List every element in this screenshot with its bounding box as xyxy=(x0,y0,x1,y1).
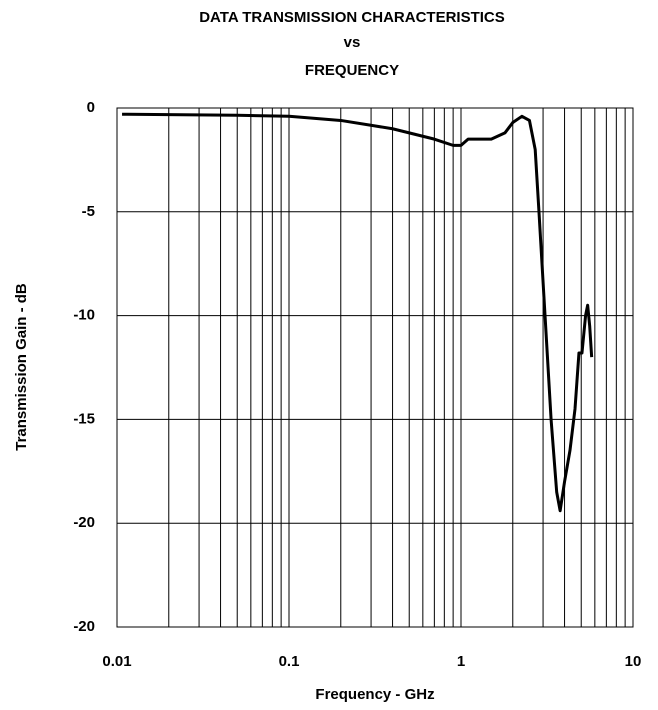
x-tick-label: 10 xyxy=(625,653,642,670)
x-tick-label: 0.01 xyxy=(102,653,131,670)
chart-title: FREQUENCY xyxy=(305,62,399,79)
chart-title: DATA TRANSMISSION CHARACTERISTICS xyxy=(199,9,505,26)
plot-frame xyxy=(116,107,634,628)
y-tick-label: -10 xyxy=(73,307,95,324)
x-tick-label: 0.1 xyxy=(279,653,300,670)
y-tick-label: -20 xyxy=(73,618,95,635)
data-line xyxy=(122,112,594,513)
y-tick-label: -20 xyxy=(73,514,95,531)
x-axis-label: Frequency - GHz xyxy=(315,686,434,703)
chart-title: vs xyxy=(344,34,361,51)
x-tick-label: 1 xyxy=(457,653,465,670)
y-tick-label: -5 xyxy=(82,203,95,220)
y-tick-label: -15 xyxy=(73,410,95,427)
y-axis-label: Transmission Gain - dB xyxy=(13,283,30,451)
y-tick-label: 0 xyxy=(87,99,95,116)
